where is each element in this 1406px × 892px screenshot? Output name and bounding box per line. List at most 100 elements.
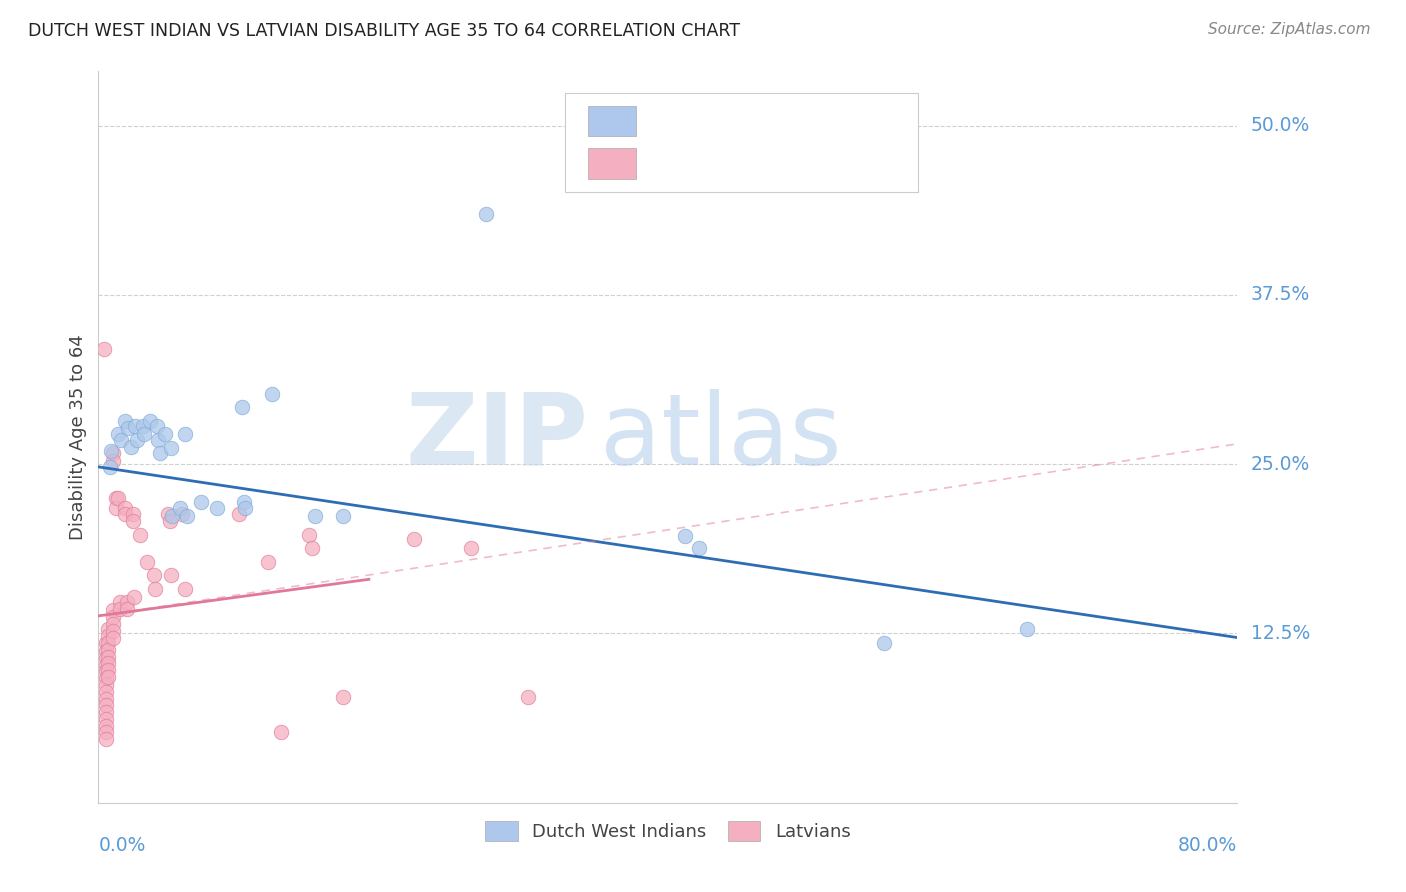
Point bbox=[94, 684, 117, 698]
Point bbox=[94, 732, 117, 747]
Point bbox=[149, 446, 172, 460]
Point bbox=[97, 649, 120, 664]
Point bbox=[160, 441, 183, 455]
Point bbox=[474, 206, 496, 220]
Point bbox=[228, 508, 250, 522]
Point bbox=[159, 514, 181, 528]
Point bbox=[301, 541, 323, 556]
Point bbox=[101, 610, 124, 624]
Point bbox=[873, 636, 896, 650]
Point bbox=[172, 508, 194, 522]
Point bbox=[108, 595, 131, 609]
Point bbox=[262, 386, 284, 401]
Point bbox=[108, 602, 131, 616]
Point bbox=[98, 459, 121, 474]
Point bbox=[115, 595, 138, 609]
Point bbox=[125, 433, 148, 447]
Point bbox=[157, 508, 180, 522]
Point bbox=[94, 698, 117, 713]
Point bbox=[256, 555, 278, 569]
Point bbox=[114, 500, 136, 515]
Point bbox=[169, 500, 191, 515]
Point bbox=[673, 529, 696, 543]
Point bbox=[128, 527, 150, 541]
Point bbox=[304, 508, 326, 523]
Point bbox=[135, 555, 157, 569]
Point bbox=[101, 454, 124, 468]
Point bbox=[110, 433, 132, 447]
Point bbox=[121, 508, 143, 522]
Y-axis label: Disability Age 35 to 64: Disability Age 35 to 64 bbox=[69, 334, 87, 540]
Point bbox=[97, 670, 120, 684]
Point bbox=[94, 665, 117, 679]
Point bbox=[94, 712, 117, 726]
Point bbox=[101, 631, 124, 645]
Point bbox=[101, 603, 124, 617]
Point bbox=[404, 532, 426, 546]
Point bbox=[94, 705, 117, 719]
Point bbox=[233, 500, 256, 515]
Point bbox=[174, 582, 197, 596]
Point bbox=[145, 582, 167, 596]
Point bbox=[101, 617, 124, 632]
Text: atlas: atlas bbox=[599, 389, 841, 485]
Text: 50.0%: 50.0% bbox=[1251, 116, 1310, 135]
Text: 0.0%: 0.0% bbox=[98, 836, 146, 855]
Point bbox=[190, 495, 212, 509]
Point bbox=[205, 500, 228, 515]
Point bbox=[298, 527, 321, 541]
Point bbox=[104, 491, 127, 505]
Point bbox=[114, 508, 136, 522]
Point bbox=[517, 690, 540, 705]
Point bbox=[146, 419, 169, 434]
Point bbox=[94, 718, 117, 732]
Point bbox=[104, 500, 127, 515]
Point bbox=[107, 491, 129, 505]
Point bbox=[120, 440, 142, 454]
FancyBboxPatch shape bbox=[588, 106, 636, 136]
Point bbox=[100, 443, 122, 458]
Point bbox=[94, 678, 117, 692]
Point bbox=[114, 414, 136, 428]
Point bbox=[94, 671, 117, 685]
Point bbox=[117, 420, 139, 434]
Point bbox=[332, 508, 354, 523]
Point bbox=[688, 541, 710, 556]
Point bbox=[101, 624, 124, 638]
Point bbox=[160, 568, 183, 582]
Point bbox=[460, 541, 482, 556]
Point bbox=[142, 568, 165, 582]
Point bbox=[270, 725, 292, 739]
Point bbox=[1015, 623, 1038, 637]
Point bbox=[132, 427, 155, 442]
Point bbox=[97, 623, 120, 637]
FancyBboxPatch shape bbox=[565, 94, 918, 192]
Point bbox=[94, 636, 117, 650]
Text: 37.5%: 37.5% bbox=[1251, 285, 1310, 304]
Point bbox=[97, 642, 120, 657]
Point bbox=[94, 725, 117, 739]
Text: 80.0%: 80.0% bbox=[1178, 836, 1237, 855]
Point bbox=[94, 651, 117, 665]
Point bbox=[97, 629, 120, 643]
Point bbox=[155, 427, 177, 442]
Point bbox=[97, 663, 120, 677]
Text: R =  0.106   N = 63: R = 0.106 N = 63 bbox=[648, 153, 818, 171]
Point bbox=[122, 590, 145, 604]
Text: DUTCH WEST INDIAN VS LATVIAN DISABILITY AGE 35 TO 64 CORRELATION CHART: DUTCH WEST INDIAN VS LATVIAN DISABILITY … bbox=[28, 22, 740, 40]
Text: Source: ZipAtlas.com: Source: ZipAtlas.com bbox=[1208, 22, 1371, 37]
Point bbox=[94, 657, 117, 672]
Text: 12.5%: 12.5% bbox=[1251, 624, 1310, 643]
Point bbox=[231, 401, 253, 415]
Point bbox=[121, 514, 143, 528]
Legend: Dutch West Indians, Latvians: Dutch West Indians, Latvians bbox=[478, 814, 858, 848]
FancyBboxPatch shape bbox=[588, 148, 636, 179]
Point bbox=[232, 495, 254, 509]
Point bbox=[174, 427, 197, 442]
Point bbox=[138, 414, 160, 428]
Point bbox=[332, 690, 354, 705]
Point bbox=[101, 446, 124, 460]
Point bbox=[115, 602, 138, 616]
Point bbox=[93, 342, 115, 356]
Point bbox=[94, 644, 117, 658]
